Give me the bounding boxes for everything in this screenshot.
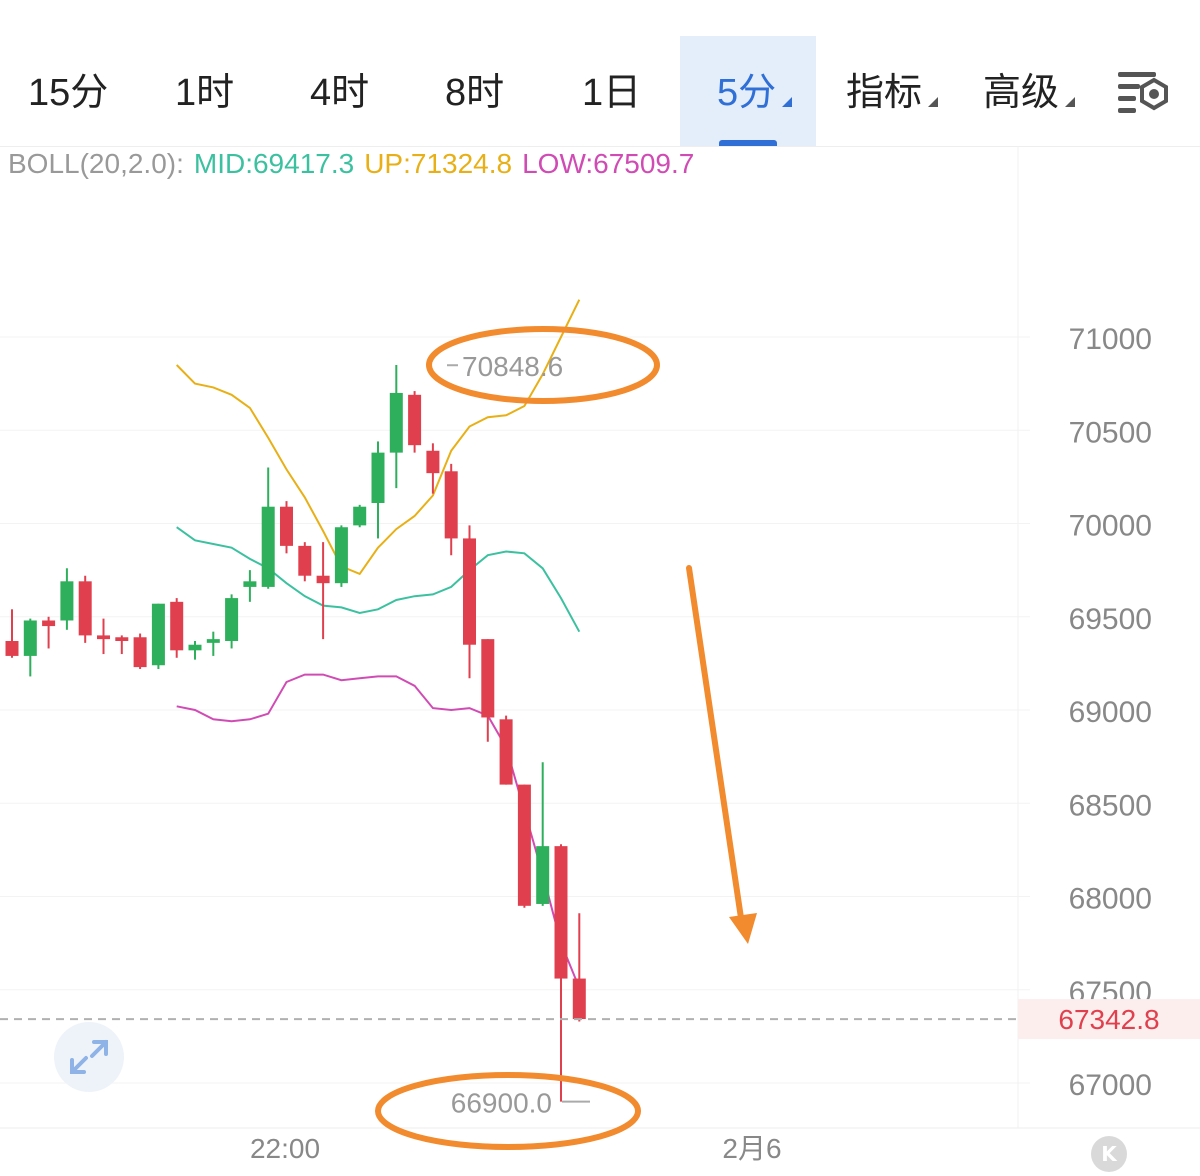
dropdown-caret-icon	[1065, 97, 1076, 107]
candle-body	[408, 394, 422, 446]
last-price-label: 67342.8	[1058, 1004, 1159, 1035]
candle-body	[188, 644, 202, 651]
candle-body	[5, 640, 19, 656]
tab-label: 4时	[310, 72, 370, 114]
downtrend-arrow-shaft	[686, 565, 744, 921]
candle-body	[60, 581, 74, 621]
dropdown-caret-icon	[782, 97, 793, 107]
candle-body	[78, 581, 92, 636]
candle-body	[261, 506, 275, 587]
tab-4h[interactable]: 4时	[310, 58, 369, 128]
tab-5m-dropdown[interactable]: 5分	[717, 58, 793, 128]
y-tick-label: 70500	[1069, 416, 1152, 449]
downtrend-arrow-head	[729, 913, 757, 944]
y-tick-label: 68500	[1069, 789, 1152, 822]
tab-8h[interactable]: 8时	[445, 58, 504, 128]
tab-label: 1日	[582, 72, 642, 114]
tab-label: 5分	[717, 72, 777, 114]
boll-name: BOLL(20,2.0):	[8, 148, 184, 179]
candle-body	[225, 598, 239, 641]
y-tick-label: 69000	[1069, 696, 1152, 729]
candle-body	[97, 635, 110, 640]
tab-1h[interactable]: 1时	[175, 58, 234, 128]
candle-body	[243, 581, 257, 587]
candle-body	[536, 846, 550, 904]
candle-body	[426, 450, 440, 474]
tab-1d[interactable]: 1日	[582, 58, 641, 128]
x-tick-label: 22:00	[250, 1133, 320, 1164]
expand-chart-button[interactable]	[54, 1022, 124, 1092]
boll-low-value: LOW:67509.7	[522, 148, 695, 179]
y-tick-label: 69500	[1069, 603, 1152, 636]
active-tab-underline	[719, 140, 777, 146]
candle-body	[444, 471, 458, 539]
candle-body	[298, 545, 312, 576]
candle-body	[42, 620, 56, 627]
expand-icon	[70, 1040, 108, 1074]
candle-body	[23, 620, 37, 656]
boll-middle-band	[176, 526, 581, 633]
y-tick-label: 67000	[1069, 1069, 1152, 1102]
high-price-label: 70848.6	[462, 351, 563, 382]
boll-upper-band	[175, 299, 581, 576]
candle-body	[206, 639, 220, 643]
timeframe-tab-bar: 15分 1时 4时 8时 1日 5分 指标 高级	[0, 0, 1200, 147]
boll-indicator-legend: BOLL(20,2.0): MID:69417.3 UP:71324.8 LOW:67…	[8, 148, 704, 180]
tab-label: 指标	[846, 72, 923, 114]
dropdown-caret-icon	[928, 97, 939, 107]
x-tick-label: 2月6	[722, 1133, 781, 1164]
candle-body	[316, 575, 330, 584]
candle-body	[517, 784, 531, 906]
low-price-label: 66900.0	[451, 1088, 552, 1119]
k-line-mode-button[interactable]: K	[1091, 1136, 1127, 1172]
tab-indicators-dropdown[interactable]: 指标	[846, 58, 939, 128]
tab-15m[interactable]: 15分	[28, 58, 108, 128]
candle-body	[280, 506, 293, 546]
tab-advanced-dropdown[interactable]: 高级	[983, 58, 1076, 128]
candle-body	[572, 978, 586, 1020]
candle-body	[353, 506, 367, 526]
boll-mid-value: MID:69417.3	[193, 148, 355, 179]
y-tick-label: 70000	[1069, 510, 1152, 543]
y-tick-label: 68000	[1069, 883, 1152, 916]
candle-body	[115, 637, 129, 641]
chart-settings-icon[interactable]	[1112, 66, 1172, 122]
candle-body	[481, 639, 495, 718]
last-price-box	[1018, 999, 1200, 1040]
candle-body	[463, 538, 476, 645]
boll-up-value: UP:71324.8	[364, 148, 513, 179]
tab-label: 8时	[445, 72, 505, 114]
candle-body	[554, 846, 568, 979]
candle-body	[133, 637, 147, 668]
tab-label: 高级	[983, 72, 1060, 114]
low-annotation-circle	[375, 1072, 641, 1150]
active-tab-highlight	[680, 36, 816, 146]
candle-body	[170, 601, 184, 651]
high-annotation-circle	[426, 326, 660, 404]
candle-body	[151, 603, 165, 666]
tab-label: 15分	[28, 72, 109, 114]
candle-body	[334, 527, 348, 584]
candle-body	[371, 452, 385, 503]
y-tick-label: 71000	[1069, 323, 1152, 356]
candle-body	[389, 392, 403, 453]
candle-body	[499, 719, 513, 785]
tab-label: 1时	[175, 72, 235, 114]
